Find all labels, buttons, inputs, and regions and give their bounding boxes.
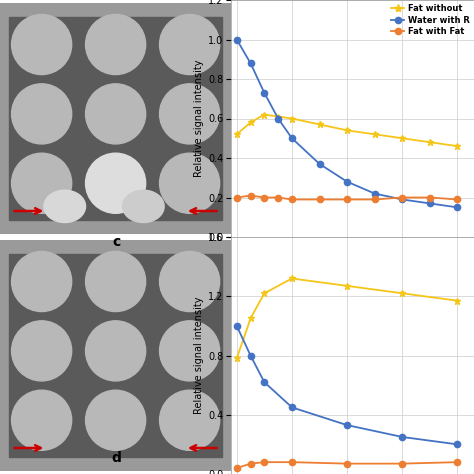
- Text: c: c: [112, 235, 120, 249]
- Text: d: d: [111, 450, 121, 465]
- Circle shape: [85, 321, 146, 381]
- Circle shape: [11, 153, 72, 213]
- Circle shape: [11, 321, 72, 381]
- Circle shape: [85, 84, 146, 144]
- Bar: [9, 17, 222, 220]
- Circle shape: [85, 251, 146, 311]
- Circle shape: [85, 390, 146, 450]
- Circle shape: [85, 14, 146, 74]
- Circle shape: [11, 14, 72, 74]
- Circle shape: [160, 84, 219, 144]
- Circle shape: [160, 321, 219, 381]
- Circle shape: [11, 251, 72, 311]
- Y-axis label: Relative signal intensity: Relative signal intensity: [194, 297, 204, 414]
- Circle shape: [160, 14, 219, 74]
- Bar: [9, 254, 222, 457]
- Circle shape: [160, 390, 219, 450]
- X-axis label: b-value, sec/mm²: b-value, sec/mm²: [302, 259, 403, 269]
- Y-axis label: Relative signal intensity: Relative signal intensity: [194, 60, 204, 177]
- Legend: Fat without , Water with R, Fat with Fat: Fat without , Water with R, Fat with Fat: [392, 4, 470, 36]
- Circle shape: [160, 153, 219, 213]
- Circle shape: [11, 84, 72, 144]
- Ellipse shape: [44, 190, 85, 223]
- Circle shape: [85, 153, 146, 213]
- Circle shape: [160, 251, 219, 311]
- Ellipse shape: [123, 190, 164, 223]
- Circle shape: [11, 390, 72, 450]
